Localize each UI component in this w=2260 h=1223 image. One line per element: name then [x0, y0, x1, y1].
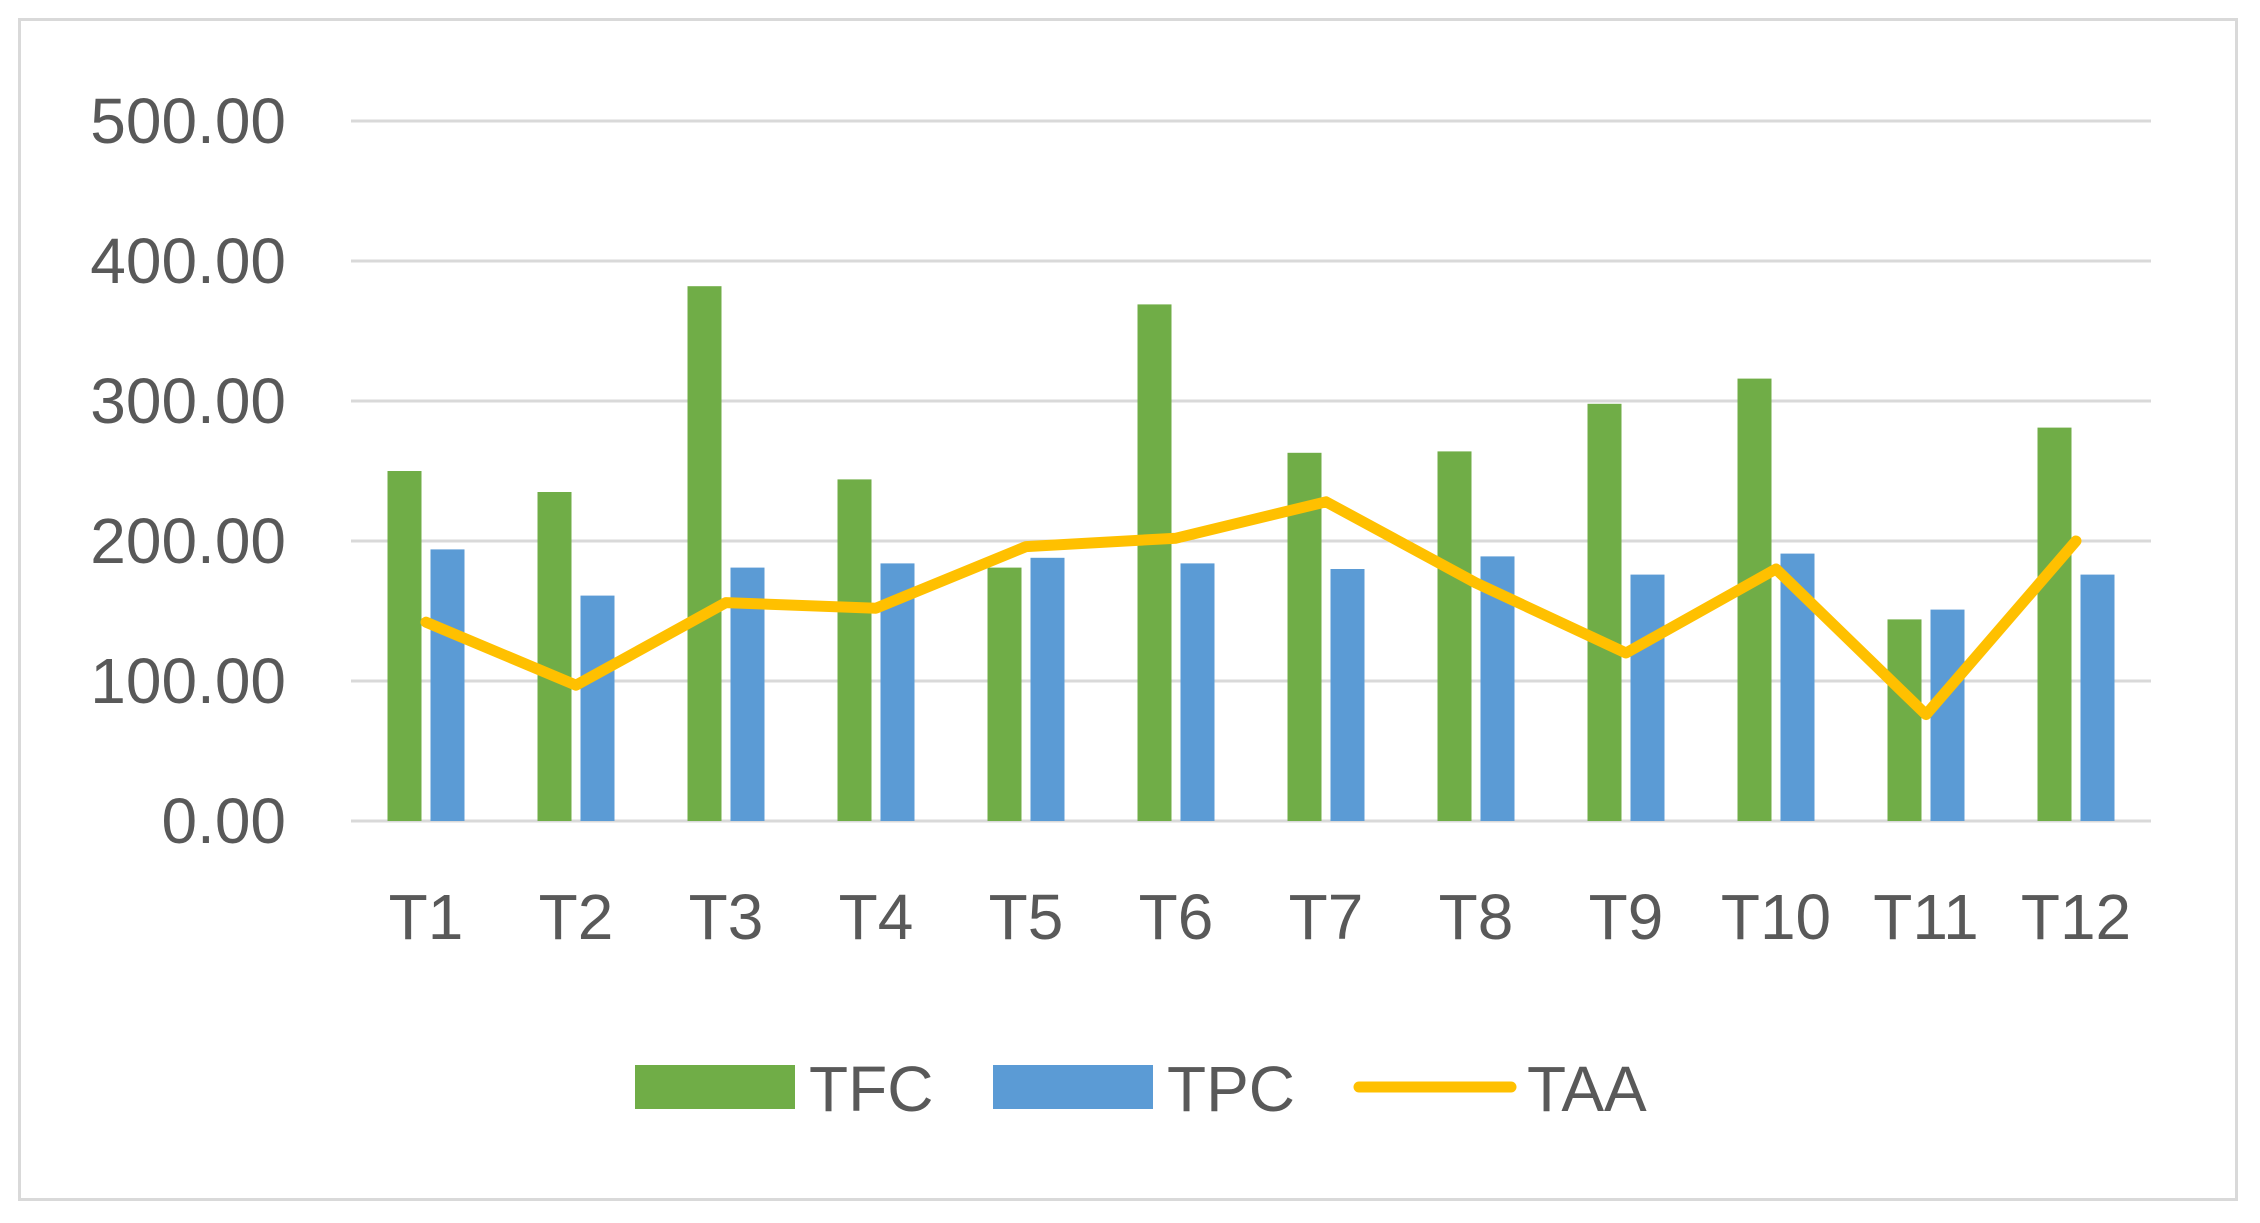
- line-series: [420, 496, 2082, 721]
- y-tick-label: 100.00: [90, 645, 286, 717]
- x-tick-label: T11: [1873, 881, 1979, 953]
- x-tick-label: T8: [1439, 881, 1514, 953]
- bar-tpc-t12: [2080, 574, 2115, 821]
- x-tick-label: T9: [1589, 881, 1664, 953]
- bar-tfc-t6: [1137, 304, 1172, 821]
- x-tick-label: T5: [989, 881, 1064, 953]
- bar-tfc-t3: [687, 286, 722, 821]
- y-tick-label: 400.00: [90, 225, 286, 297]
- legend-swatch-tpc: [993, 1065, 1153, 1109]
- bar-tpc-t7: [1330, 569, 1365, 821]
- bar-tpc-t1: [430, 549, 465, 821]
- x-tick-label: T1: [389, 881, 464, 953]
- x-tick-label: T10: [1721, 881, 1831, 953]
- bar-tfc-t8: [1437, 451, 1472, 821]
- bar-tpc-t9: [1630, 574, 1665, 821]
- bar-tfc-t5: [987, 567, 1022, 821]
- legend-label-tfc: TFC: [809, 1053, 933, 1125]
- bar-tpc-t2: [580, 595, 615, 821]
- bars: [387, 286, 2115, 821]
- y-tick-label: 0.00: [161, 785, 286, 857]
- x-tick-label: T12: [2021, 881, 2131, 953]
- bar-tpc-t3: [730, 567, 765, 821]
- bar-tfc-t2: [537, 492, 572, 821]
- gridlines: [351, 119, 2151, 823]
- x-tick-label: T7: [1289, 881, 1364, 953]
- chart-frame: 0.00 100.00 200.00 300.00 400.00 500.00 T1 T2 T…: [18, 18, 2238, 1201]
- bar-tfc-t9: [1587, 403, 1622, 821]
- y-tick-label: 500.00: [90, 85, 286, 157]
- x-tick-label: T2: [539, 881, 614, 953]
- bar-tfc-t12: [2037, 427, 2072, 821]
- line-taa: [420, 496, 2082, 721]
- x-tick-label: T6: [1139, 881, 1214, 953]
- y-axis-tick-labels: 0.00 100.00 200.00 300.00 400.00 500.00: [90, 85, 286, 857]
- bar-tfc-t4: [837, 479, 872, 821]
- legend-swatch-tfc: [635, 1065, 795, 1109]
- legend-label-taa: TAA: [1527, 1053, 1647, 1125]
- bar-tpc-t11: [1930, 609, 1965, 821]
- x-tick-label: T3: [689, 881, 764, 953]
- bar-tpc-t6: [1180, 563, 1215, 821]
- bar-tfc-t10: [1737, 378, 1772, 821]
- y-tick-label: 200.00: [90, 505, 286, 577]
- bar-tpc-t5: [1030, 557, 1065, 821]
- legend: TFC TPC TAA: [635, 1053, 1647, 1125]
- bar-tfc-t1: [387, 471, 422, 821]
- y-tick-label: 300.00: [90, 365, 286, 437]
- x-tick-label: T4: [839, 881, 914, 953]
- x-axis-tick-labels: T1 T2 T3 T4 T5 T6 T7 T8 T9 T10 T11 T12: [389, 881, 2131, 953]
- bar-tfc-t11: [1887, 619, 1922, 821]
- legend-label-tpc: TPC: [1167, 1053, 1295, 1125]
